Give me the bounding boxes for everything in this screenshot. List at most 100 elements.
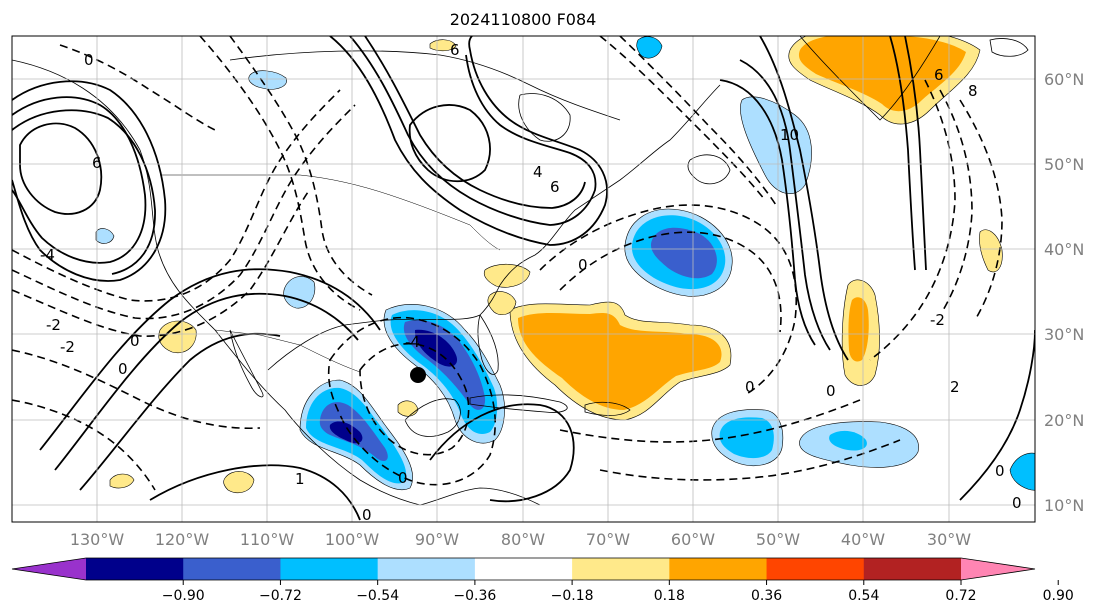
colorbar-extend-low — [12, 558, 86, 580]
lat-label: 50°N — [1044, 155, 1084, 174]
dashed-trough-2 — [229, 36, 373, 296]
contour-label: 4 — [533, 163, 543, 181]
contour-label: 2 — [950, 378, 960, 396]
lat-label: 60°N — [1044, 70, 1084, 89]
lon-label: 110°W — [240, 530, 295, 549]
lon-label: 70°W — [586, 530, 630, 549]
atlantic-ridge-1 — [759, 36, 849, 361]
lon-label: 100°W — [325, 530, 380, 549]
atlantic-ridge-4 — [889, 36, 916, 271]
dashed-gulf-2 — [359, 343, 470, 456]
greenland — [799, 36, 941, 121]
shaded-fields — [95, 36, 1035, 493]
mexico-contour — [149, 464, 361, 521]
dashed-east-1 — [869, 79, 956, 361]
contour-label: -4 — [40, 246, 55, 264]
contour-label: 0 — [118, 360, 128, 378]
dashed-east-3 — [959, 99, 1003, 321]
lon-label: 90°W — [415, 530, 459, 549]
contour-label: 1 — [295, 470, 305, 488]
alaska-negative-patch — [248, 70, 287, 90]
pacific-positive-small — [109, 473, 135, 489]
colorbar-tick-label: 0.18 — [654, 588, 685, 604]
colorbar-tick-label: −0.54 — [356, 588, 399, 604]
colorbar-segment — [474, 558, 573, 580]
contour-label: 0 — [362, 506, 372, 524]
dashed-south-3 — [599, 439, 901, 481]
dashed-south-1 — [12, 349, 261, 430]
lat-label: 40°N — [1044, 240, 1084, 259]
colorbar-segment — [572, 558, 670, 580]
pacific-high-contour-2 — [12, 96, 147, 264]
dashed-gulf-1 — [327, 316, 496, 486]
central-america — [419, 487, 541, 506]
hispaniola — [584, 401, 631, 416]
pacific-high-contour-3 — [19, 122, 103, 215]
greatlakes-high-2 — [349, 36, 597, 226]
pacific-negative-core — [329, 421, 363, 444]
mexico-positive-patch — [223, 471, 255, 493]
colorbar-tick-label: −0.72 — [259, 588, 302, 604]
subtropical-contour-1 — [39, 268, 381, 451]
location-marker-icon — [410, 367, 426, 383]
colorbar-segment — [86, 558, 184, 580]
contours-solid — [12, 36, 1035, 521]
dashed-east-2 — [939, 89, 973, 313]
azores-positive-patch — [979, 229, 1003, 273]
colorbar-extend-high — [961, 558, 1035, 580]
colorbar-tick-label: 0.72 — [945, 588, 976, 604]
contour-label: 0 — [1012, 494, 1022, 512]
east-atlantic-contour — [959, 329, 1035, 501]
colorbar-segment — [766, 558, 865, 580]
dashed-nw-3 — [12, 191, 309, 337]
map-layer: 0 0 -2 -2 -4 6 6 6 4 -4 0 0 0 1 0 0 -2 2… — [12, 36, 1035, 524]
contour-label: -4 — [405, 333, 420, 351]
atlantic-ridge-3 — [719, 79, 816, 346]
greatlakes-high-3 — [408, 104, 491, 183]
labrador-negative — [740, 96, 812, 194]
contour-label: 6 — [550, 178, 560, 196]
colorbar-tick-label: 0.90 — [1043, 588, 1074, 604]
contour-label: 0 — [578, 256, 588, 274]
lat-label: 10°N — [1044, 496, 1084, 515]
contours-dashed — [12, 36, 1003, 491]
map-frame — [11, 35, 1036, 523]
contour-label: 0 — [826, 382, 836, 400]
rockies-negative-patch — [283, 276, 316, 309]
greatlakes-high-1 — [329, 36, 608, 246]
contour-label: 0 — [995, 462, 1005, 480]
colorbar-segment — [377, 558, 476, 580]
dashed-atlantic-3 — [599, 36, 766, 201]
gulf-coast — [267, 284, 501, 371]
atlantic-ridge-5 — [904, 36, 927, 271]
hudson-bay — [518, 93, 571, 142]
dashed-alaska — [59, 44, 216, 131]
map-title: 2024110800 F084 — [450, 10, 597, 29]
lon-label: 40°W — [841, 530, 885, 549]
contour-label: -2 — [46, 316, 61, 334]
dashed-trough-1 — [199, 36, 361, 311]
lat-label: 20°N — [1044, 411, 1084, 430]
lat-label: 30°N — [1044, 325, 1084, 344]
subtropical-positive-inner — [518, 313, 722, 410]
lon-label: 30°W — [927, 530, 971, 549]
dashed-atlantic-4 — [619, 36, 777, 206]
colorbar-tick-label: 0.54 — [848, 588, 879, 604]
lon-label: 120°W — [155, 530, 210, 549]
atlantic-ridge-2 — [739, 59, 831, 351]
dashed-atlantic-2 — [559, 231, 782, 333]
contour-label: 6 — [450, 41, 460, 59]
colorbar: −0.90 −0.72 −0.54 −0.36 −0.18 0.18 0.36 0.54 0.7… — [11, 557, 1074, 604]
gulf-negative-core — [414, 329, 458, 367]
contour-label: 6 — [934, 66, 944, 84]
baja-california — [229, 329, 264, 398]
colorbar-segment — [280, 558, 379, 580]
contour-label: -2 — [930, 311, 945, 329]
colorbar-tick-label: 0.36 — [751, 588, 782, 604]
greenland-positive-inner — [799, 36, 966, 112]
colorbar-segment — [183, 558, 281, 580]
greatlakes-high-4 — [364, 36, 586, 209]
colorbar-segment — [669, 558, 768, 580]
contour-label: 6 — [92, 154, 102, 172]
